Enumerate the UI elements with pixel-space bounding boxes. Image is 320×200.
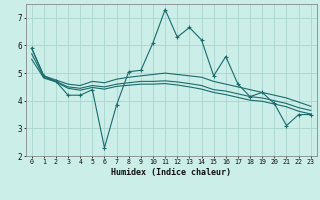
X-axis label: Humidex (Indice chaleur): Humidex (Indice chaleur) xyxy=(111,168,231,177)
